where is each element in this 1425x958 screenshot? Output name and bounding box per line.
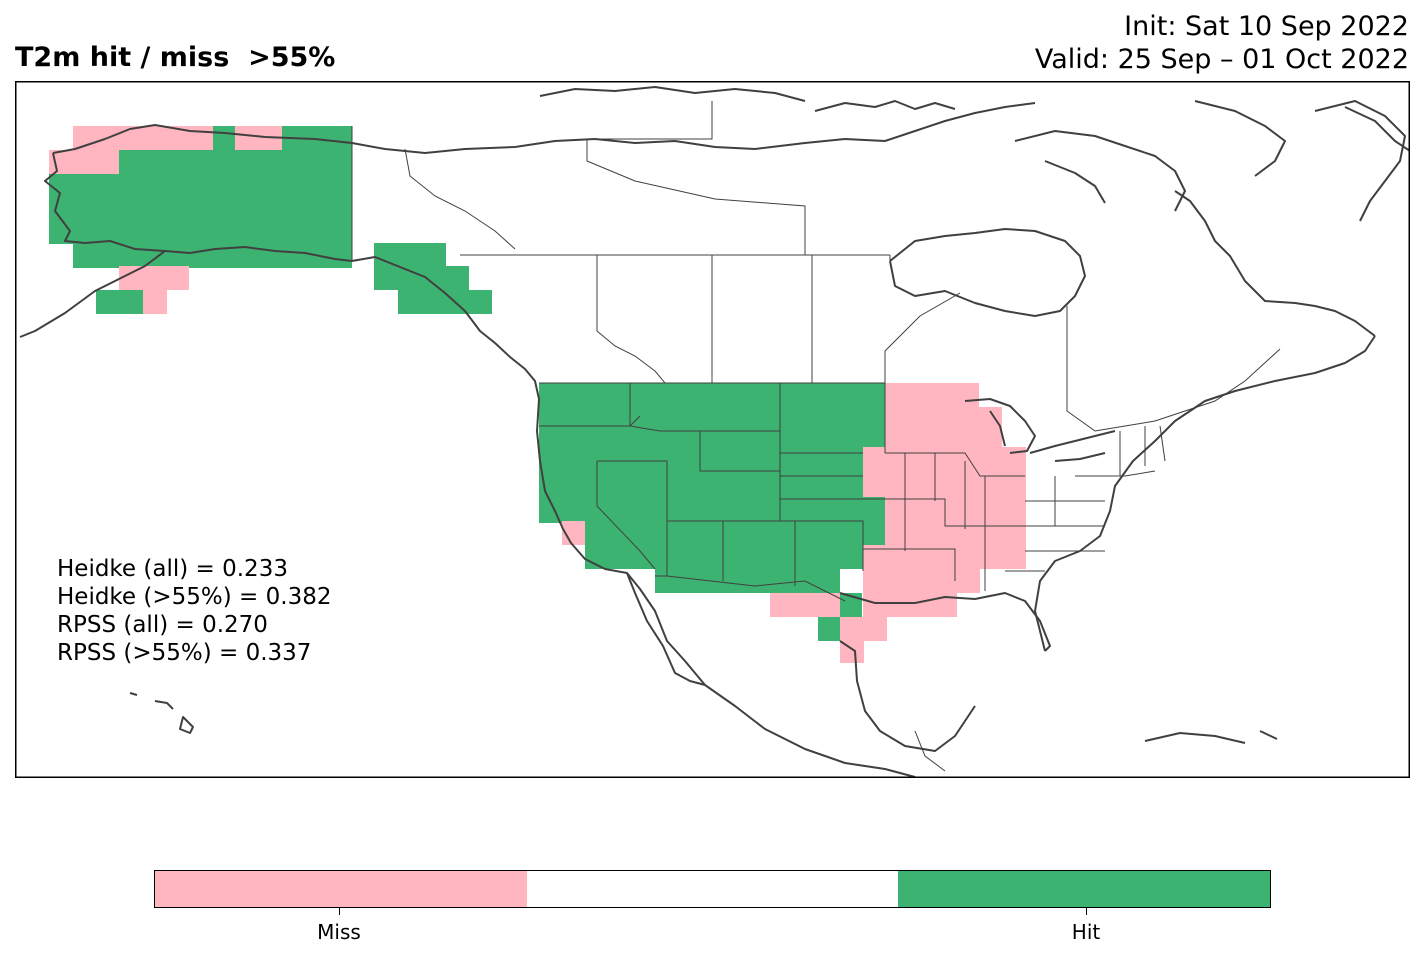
chart-title: T2m hit / miss >55% <box>15 42 336 73</box>
colorbar-tick-hit <box>1086 908 1087 915</box>
heidke-all: Heidke (all) = 0.233 <box>57 556 288 582</box>
rpss-55: RPSS (>55%) = 0.337 <box>57 640 312 666</box>
heidke-55: Heidke (>55%) = 0.382 <box>57 584 332 610</box>
colorbar-label-hit: Hit <box>1071 920 1101 944</box>
valid-date: Valid: 25 Sep – 01 Oct 2022 <box>1034 44 1409 75</box>
colorbar-hit <box>898 871 1271 907</box>
score-panel: Heidke (all) = 0.233 Heidke (>55%) = 0.3… <box>57 555 331 667</box>
init-date: Init: Sat 10 Sep 2022 <box>1124 11 1409 42</box>
map-panel <box>15 81 1410 778</box>
colorbar <box>154 870 1271 908</box>
coastlines <box>19 86 1410 778</box>
colorbar-label-miss: Miss <box>317 920 361 944</box>
colorbar-miss <box>155 871 527 907</box>
colorbar-tick-miss <box>339 908 340 915</box>
map-svg <box>15 81 1410 778</box>
borders <box>351 101 1281 772</box>
date-info: Init: Sat 10 Sep 2022 Valid: 25 Sep – 01… <box>1035 10 1409 76</box>
map-border <box>15 81 1410 778</box>
colorbar-neutral <box>526 871 899 907</box>
rpss-all: RPSS (all) = 0.270 <box>57 612 268 638</box>
